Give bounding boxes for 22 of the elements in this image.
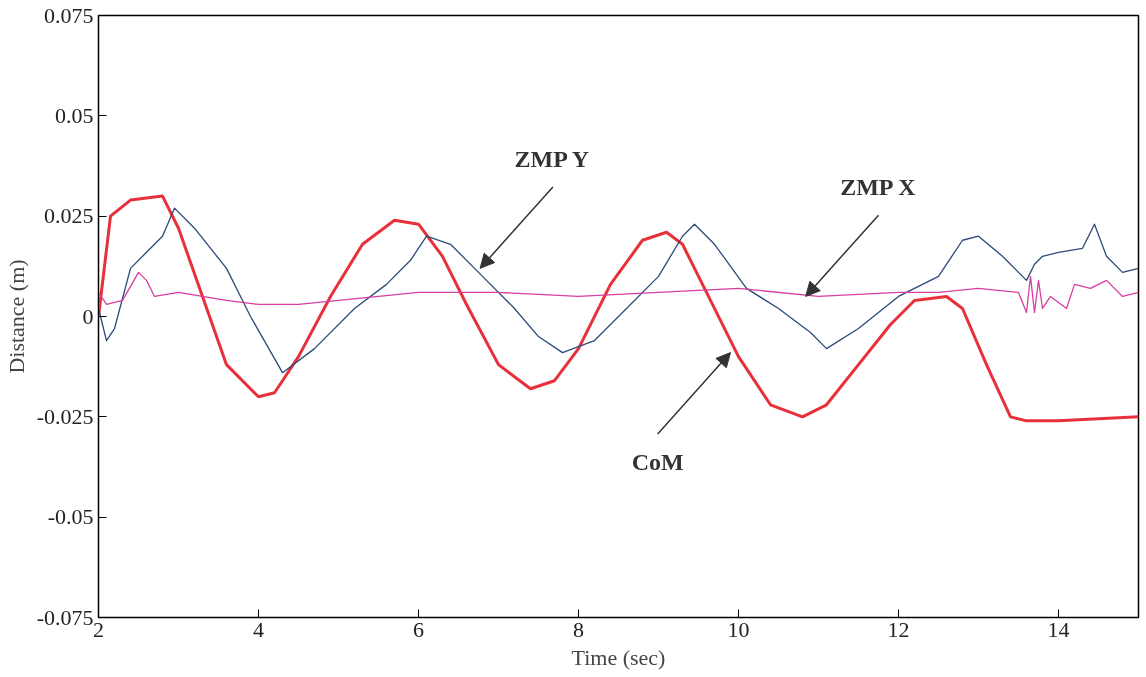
line-series: [98, 194, 1139, 423]
x-tick-label: 8: [573, 616, 584, 642]
y-tick-label: -0.05: [47, 504, 94, 530]
annotation: ZMP X: [840, 174, 917, 201]
x-tick-label: 14: [1047, 616, 1070, 642]
y-axis-title: Distance (m): [3, 259, 29, 374]
y-tick-label: 0.025: [44, 203, 94, 229]
line-series: [98, 271, 1139, 314]
annotation: CoM: [631, 448, 684, 475]
y-tick-label: -0.075: [36, 604, 94, 630]
annotation: ZMP Y: [514, 146, 590, 173]
y-tick-label: -0.025: [36, 403, 94, 429]
y-tick-label: 0.075: [44, 2, 94, 28]
x-tick-label: 6: [413, 616, 424, 642]
x-tick-label: 10: [727, 616, 750, 642]
x-axis-title: Time (sec): [571, 644, 666, 670]
x-tick-label: 4: [253, 616, 264, 642]
x-tick-label: 2: [93, 616, 104, 642]
y-tick-label: 0.05: [55, 102, 94, 128]
y-tick-label: 0: [82, 303, 94, 329]
x-tick-label: 12: [887, 616, 910, 642]
line-series: [98, 207, 1139, 374]
